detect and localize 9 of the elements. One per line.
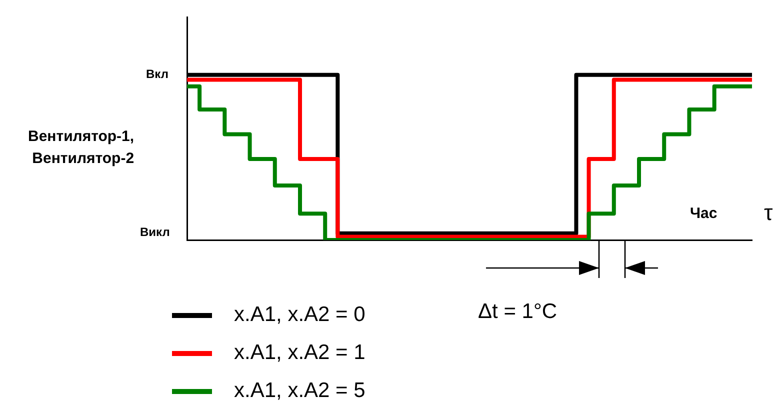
legend-label: x.A1, x.A2 = 5 bbox=[234, 379, 366, 403]
legend-label: x.A1, x.A2 = 1 bbox=[234, 341, 366, 365]
y-axis-title: Вентилятор-1, Вентилятор-2 bbox=[28, 127, 134, 169]
legend-label: x.A1, x.A2 = 0 bbox=[234, 303, 366, 327]
x-axis-title: Час bbox=[690, 205, 718, 222]
text: τ bbox=[764, 200, 773, 226]
text: Викл bbox=[140, 225, 170, 239]
text: Δt = 1°C bbox=[478, 300, 558, 324]
text: Вкл bbox=[146, 67, 168, 81]
